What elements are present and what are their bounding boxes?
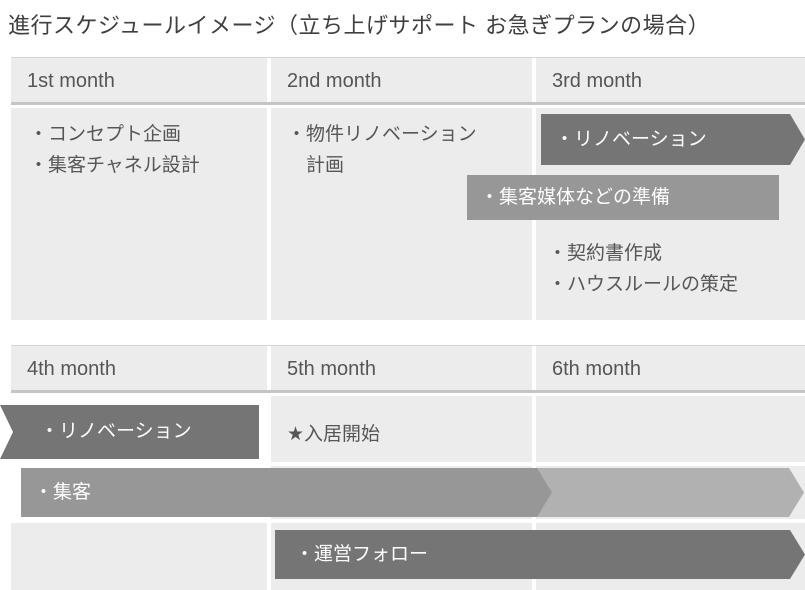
- cell-month4-row3: [11, 523, 267, 590]
- task-property-renovation-plan-line2: 計画: [306, 155, 345, 176]
- bar-renovation-month4: ・リノベーション: [0, 405, 259, 459]
- bar-attract-customers-label: ・集客: [34, 482, 92, 503]
- header-4th-month: 4th month: [11, 346, 267, 390]
- table2-top-border: [11, 345, 805, 346]
- table2-header-underline: [11, 390, 805, 393]
- bar-operation-follow-label: ・運営フォロー: [295, 544, 429, 565]
- task-contract-creation: ・契約書作成: [548, 243, 663, 264]
- task-house-rules: ・ハウスルールの策定: [548, 274, 739, 295]
- cell-month6-row1: [536, 396, 805, 462]
- table1-header-underline: [11, 102, 805, 105]
- bar-renovation-month4-label: ・リノベーション: [40, 421, 192, 442]
- task-channel-design: ・集客チャネル設計: [29, 155, 200, 176]
- month3-task-list: ・契約書作成 ・ハウスルールの策定: [548, 238, 738, 300]
- task-concept-planning: ・コンセプト企画: [29, 124, 182, 145]
- bar-media-preparation: ・集客媒体などの準備: [467, 175, 779, 220]
- task-property-renovation-plan-line1: ・物件リノベーション: [287, 124, 477, 145]
- page-title: 進行スケジュールイメージ（立ち上げサポート お急ぎプランの場合）: [8, 13, 711, 38]
- header-1st-month: 1st month: [11, 58, 267, 102]
- bar-renovation-month3: ・リノベーション: [541, 114, 805, 165]
- bar-operation-follow: ・運営フォロー: [275, 530, 805, 579]
- header-3rd-month: 3rd month: [536, 58, 805, 102]
- cell-month1: [11, 108, 267, 320]
- header-5th-month: 5th month: [271, 346, 532, 390]
- milestone-move-in-start: ★入居開始: [287, 424, 381, 445]
- schedule-table-months-1-3: 1st month 2nd month 3rd month ・コンセプト企画 ・…: [11, 57, 805, 320]
- bar-renovation-label: ・リノベーション: [555, 129, 707, 150]
- schedule-table-months-4-6: 4th month 5th month 6th month ・リノベーション ★…: [0, 345, 805, 590]
- table1-top-border: [11, 57, 805, 58]
- bar-attract-customers: ・集客: [21, 468, 552, 517]
- bar-media-preparation-label: ・集客媒体などの準備: [480, 187, 671, 208]
- month1-task-list: ・コンセプト企画 ・集客チャネル設計: [29, 119, 200, 181]
- cell-month5-row1: [271, 396, 532, 462]
- bar-attract-customers-continuation: [537, 468, 804, 517]
- header-6th-month: 6th month: [536, 346, 805, 390]
- header-2nd-month: 2nd month: [271, 58, 532, 102]
- month2-task-list: ・物件リノベーション 計画: [287, 119, 477, 181]
